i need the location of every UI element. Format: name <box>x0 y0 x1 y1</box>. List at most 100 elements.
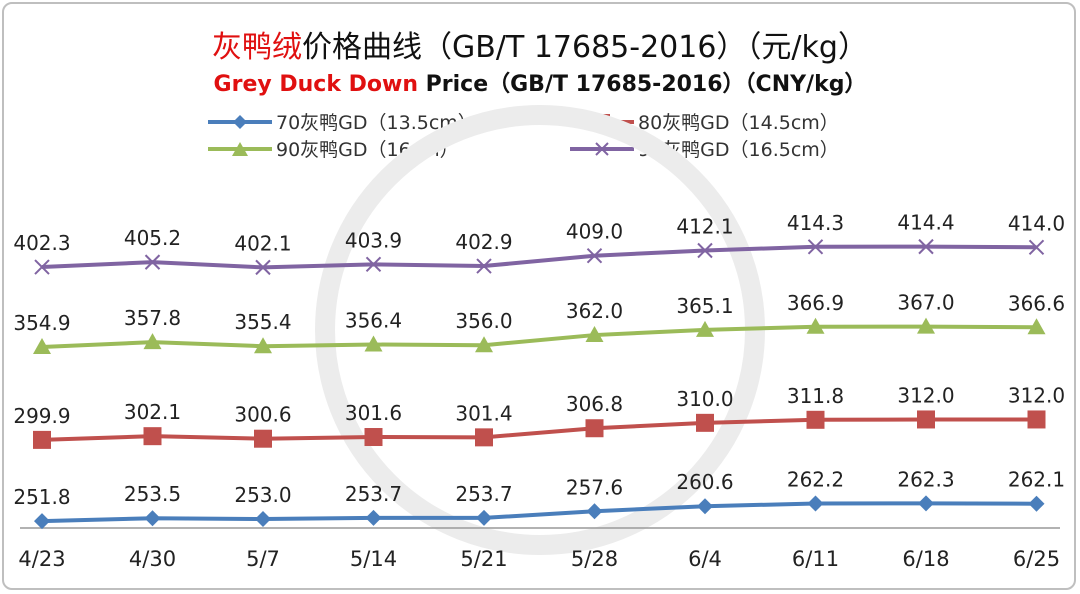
x-tick-label: 6/25 <box>1013 547 1060 571</box>
data-label: 300.6 <box>234 403 291 427</box>
data-point-x <box>918 238 934 255</box>
data-point-triangle <box>33 338 51 355</box>
data-point-diamond <box>365 509 382 526</box>
data-label: 405.2 <box>124 226 181 250</box>
data-point-square <box>1027 410 1046 429</box>
data-label: 262.3 <box>897 467 954 491</box>
data-label: 253.5 <box>124 482 181 506</box>
data-point-triangle <box>254 337 272 354</box>
data-point-square <box>364 428 383 447</box>
data-label: 412.1 <box>676 214 733 238</box>
data-point-diamond <box>144 510 161 527</box>
data-point-triangle <box>806 317 825 334</box>
data-label: 403.9 <box>345 228 402 252</box>
data-label: 402.3 <box>13 231 70 255</box>
data-point-triangle <box>475 336 493 353</box>
x-tick-label: 6/4 <box>688 547 722 571</box>
data-label: 253.7 <box>455 482 512 506</box>
data-point-square <box>917 410 935 429</box>
data-label: 257.6 <box>566 475 623 499</box>
data-point-triangle <box>143 333 162 350</box>
data-label: 357.8 <box>124 306 181 330</box>
data-label: 366.9 <box>787 291 844 315</box>
data-point-square <box>143 427 162 446</box>
data-point-diamond <box>1028 495 1045 512</box>
data-point-x <box>34 259 50 275</box>
data-point-square <box>806 410 825 429</box>
data-point-diamond <box>807 495 824 512</box>
data-label: 367.0 <box>897 291 954 315</box>
data-label: 260.6 <box>676 470 733 494</box>
data-point-square <box>254 429 272 448</box>
data-point-x <box>365 256 382 273</box>
data-label: 402.9 <box>455 230 512 254</box>
data-label: 312.0 <box>897 383 954 407</box>
data-label: 301.4 <box>455 401 512 425</box>
data-point-triangle <box>585 326 604 343</box>
data-point-diamond <box>586 503 603 520</box>
data-point-x <box>144 254 161 270</box>
data-label: 301.6 <box>345 401 402 425</box>
data-point-x <box>255 259 271 276</box>
data-label: 365.1 <box>676 294 733 318</box>
title-rest: 价格曲线（GB/T 17685-2016）（元/kg） <box>302 30 868 65</box>
data-label: 253.0 <box>234 483 291 507</box>
series-line-2 <box>41 324 1037 350</box>
legend-label: 95灰鸭GD（16.5cm） <box>638 139 839 161</box>
data-label: 262.1 <box>1008 468 1065 492</box>
legend-label: 70灰鸭GD（13.5cm） <box>276 112 477 134</box>
series-line-1 <box>41 417 1037 442</box>
data-label: 310.0 <box>676 387 733 411</box>
data-label: 251.8 <box>13 485 70 509</box>
series-line-3 <box>41 244 1037 270</box>
x-tick-label: 6/11 <box>792 547 839 571</box>
legend-marker-triangle-icon <box>208 141 272 156</box>
data-label: 299.9 <box>13 404 70 428</box>
data-label: 262.2 <box>787 468 844 492</box>
title-red-part: 灰鸭绒 <box>212 30 303 65</box>
series-line-0 <box>41 501 1037 524</box>
legend-label: 80灰鸭GD（14.5cm） <box>638 112 839 134</box>
data-point-diamond <box>697 498 713 515</box>
data-label: 356.0 <box>455 309 512 333</box>
data-point-square <box>585 419 604 438</box>
x-tick-label: 5/14 <box>350 547 397 571</box>
legend-marker-diamond-icon <box>208 114 272 129</box>
data-point-square <box>475 428 493 447</box>
data-label: 253.7 <box>345 482 402 506</box>
data-point-triangle <box>364 335 383 352</box>
x-tick-label: 4/23 <box>18 547 65 571</box>
data-label: 356.4 <box>345 309 402 333</box>
data-label: 402.1 <box>234 231 291 255</box>
data-label: 366.6 <box>1008 291 1065 315</box>
data-label: 409.0 <box>566 220 623 244</box>
legend-item-70: 70灰鸭GD（13.5cm） <box>208 108 477 135</box>
data-label: 311.8 <box>787 384 844 408</box>
subtitle-rest: Price（GB/T 17685-2016）（CNY/kg） <box>417 72 867 97</box>
x-tick-label: 5/21 <box>460 547 507 571</box>
data-point-diamond <box>34 513 50 530</box>
data-point-x <box>1028 239 1045 255</box>
x-tick-label: 6/18 <box>902 547 949 571</box>
data-label: 355.4 <box>234 310 291 334</box>
data-point-x <box>807 239 824 255</box>
data-point-triangle <box>1027 318 1046 335</box>
data-point-x <box>476 258 492 274</box>
data-point-triangle <box>696 320 714 337</box>
legend-marker-x-icon <box>570 141 634 156</box>
legend-item-95: 95灰鸭GD（16.5cm） <box>570 135 839 162</box>
data-label: 414.4 <box>897 211 954 235</box>
data-label: 354.9 <box>13 311 70 335</box>
chart-title: 灰鸭绒价格曲线（GB/T 17685-2016）（元/kg） <box>0 22 1080 66</box>
data-point-diamond <box>918 495 934 512</box>
data-point-diamond <box>476 509 492 526</box>
data-point-x <box>586 248 603 264</box>
data-label: 312.0 <box>1008 383 1065 407</box>
data-point-square <box>33 430 51 449</box>
data-point-x <box>697 242 713 259</box>
data-label: 302.1 <box>124 400 181 424</box>
x-tick-label: 4/30 <box>129 547 176 571</box>
data-label: 362.0 <box>566 299 623 323</box>
